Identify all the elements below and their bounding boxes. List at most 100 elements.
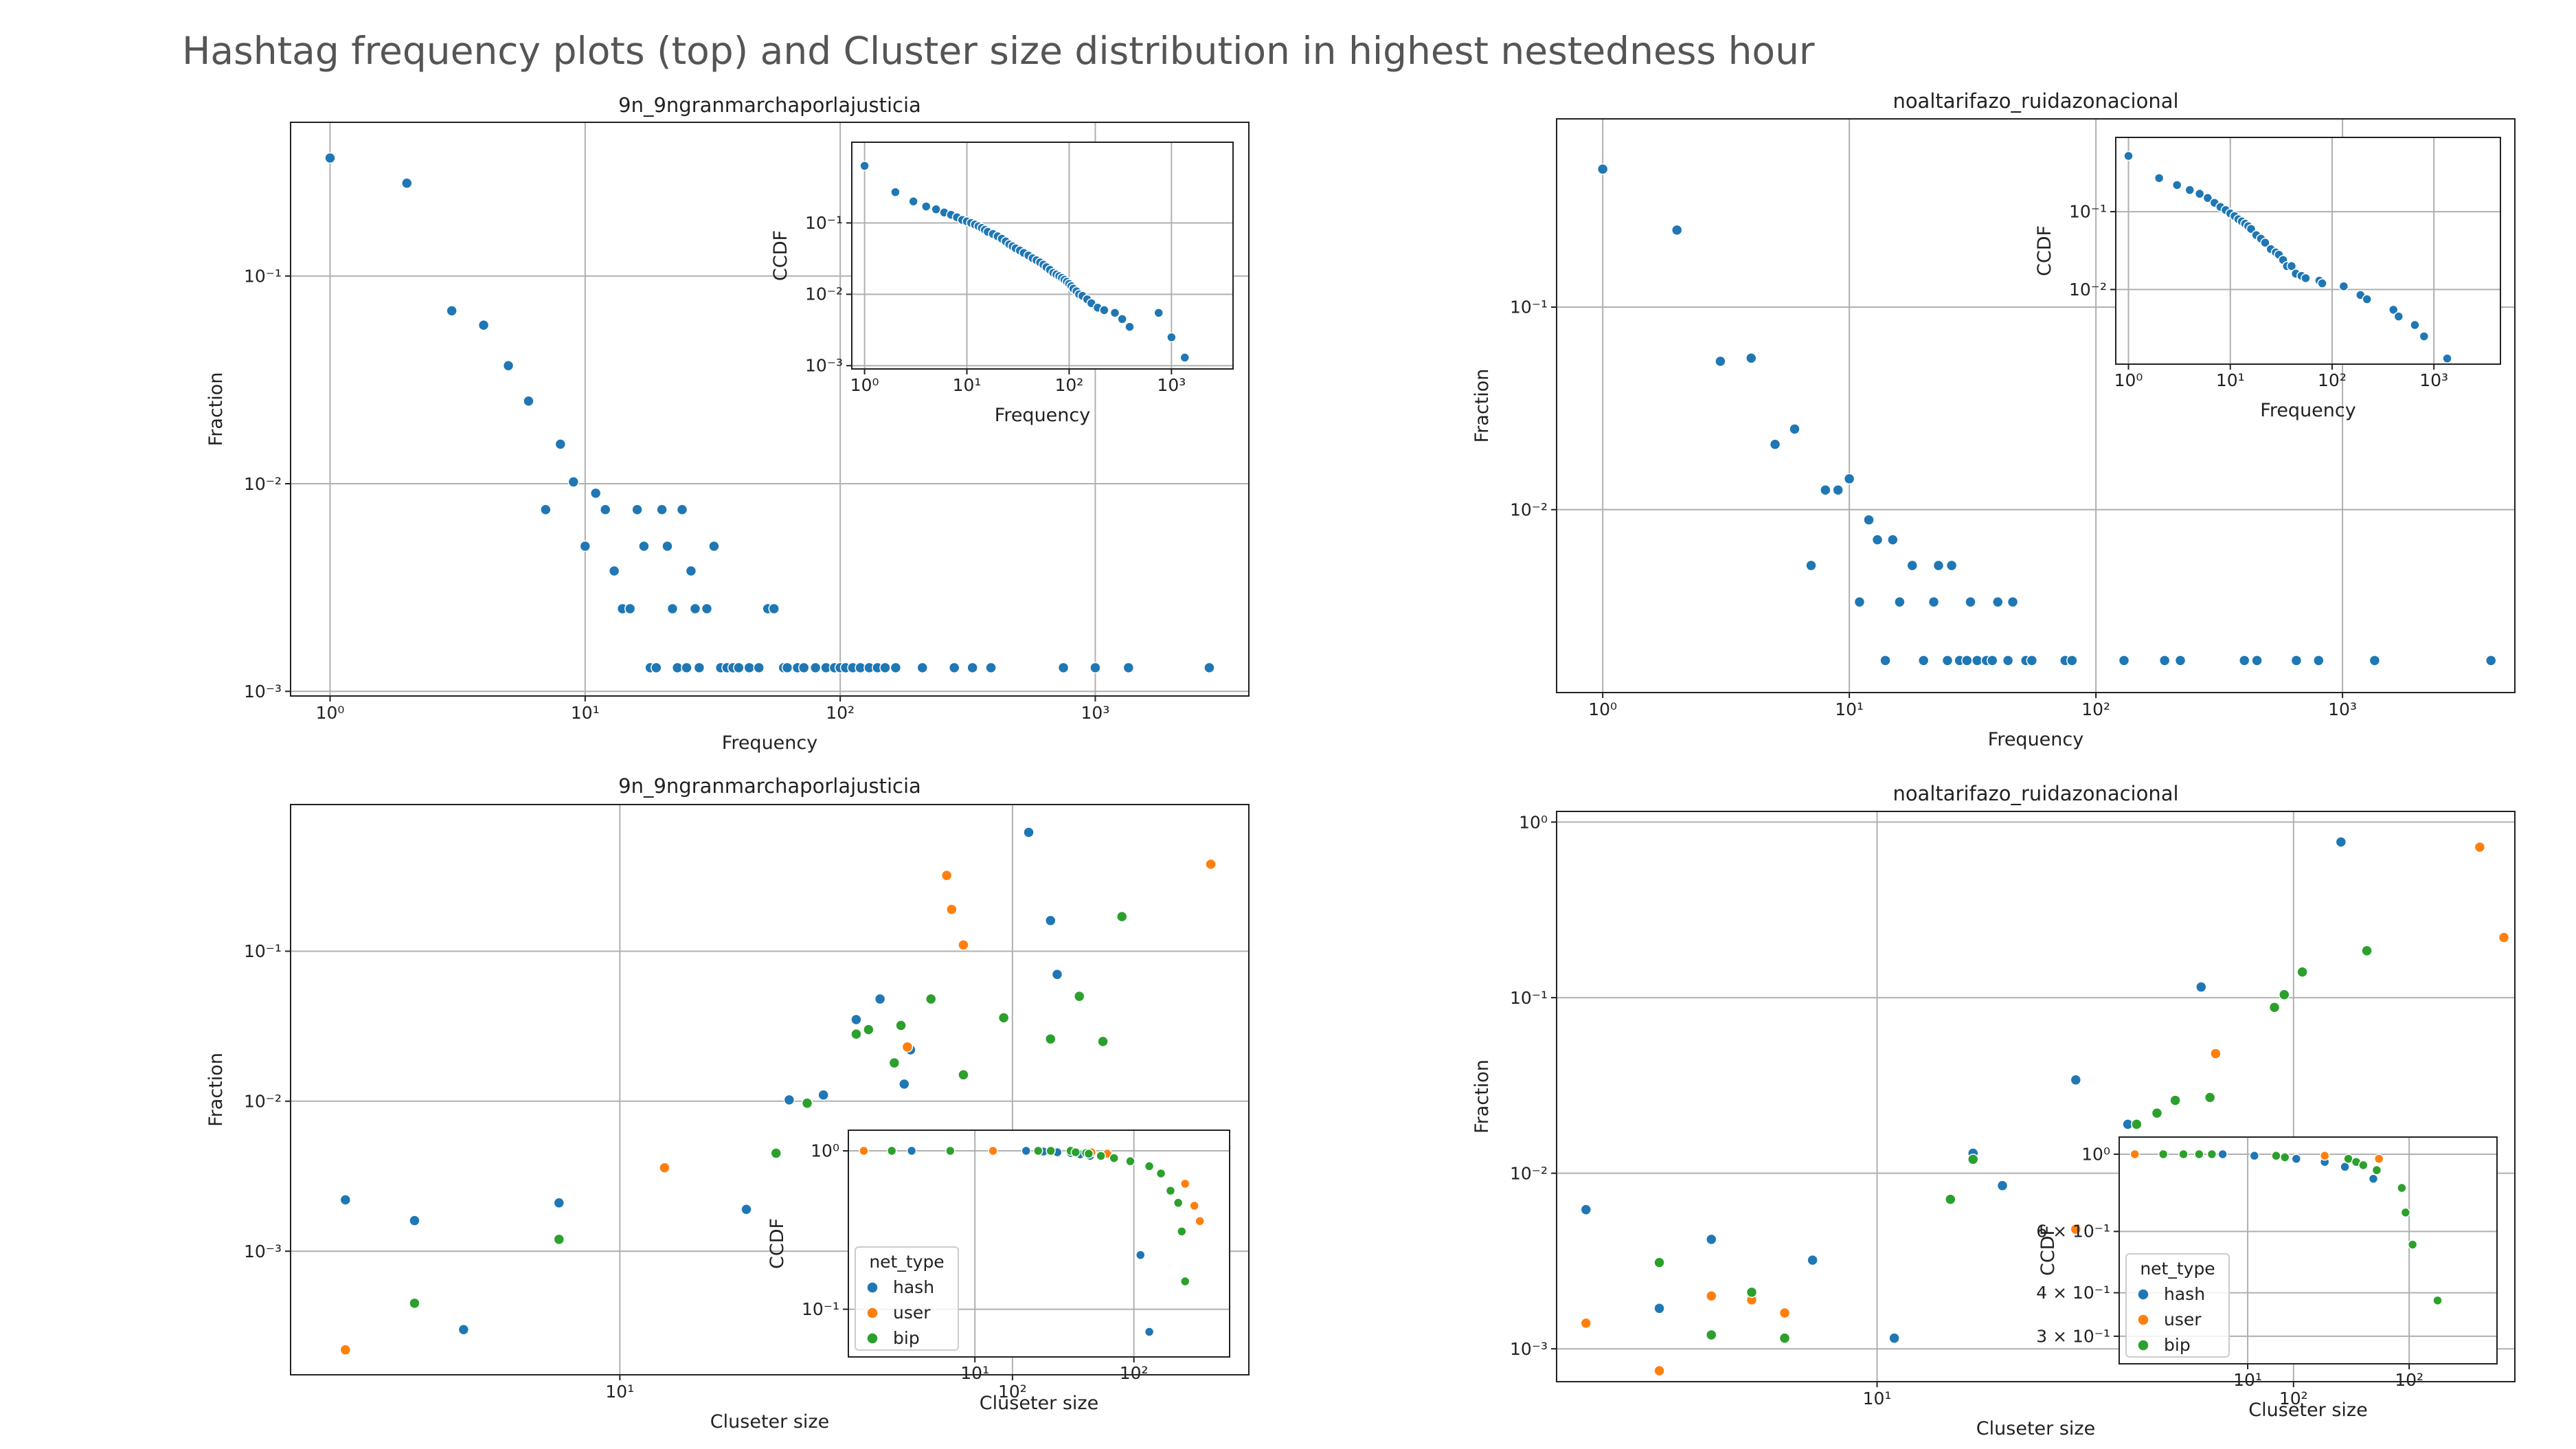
bottom-left-inset-point-bip [1109,1153,1119,1163]
top-right-ytick-label: 10⁻² [1510,500,1548,520]
top-left-point [689,603,701,615]
top-left-ytick-label: 10⁻² [244,474,282,494]
bottom-left-point-hash [457,1324,470,1336]
top-left-inset-point [1179,352,1190,363]
bottom-left-ytick-label: 10⁻¹ [244,941,282,961]
top-right-xtick-label: 10² [2081,699,2110,719]
bottom-left-ylabel: Fraction [205,1053,227,1127]
top-right-inset-point [2419,331,2430,341]
bottom-left-xtick-label: 10¹ [605,1382,634,1402]
bottom-right-inset-point-bip [2432,1295,2443,1306]
top-right-xtick-label: 10¹ [1835,699,1864,719]
bottom-right-inset-point-bip [2206,1149,2217,1160]
bottom-right-ytick-label: 10⁻¹ [1510,988,1548,1008]
top-right-point [1853,596,1866,608]
bottom-right-point-bip [1745,1286,1758,1299]
top-left-inset-point [1125,322,1135,332]
bottom-left-point-user [1205,858,1217,870]
top-right-point [1987,655,1998,666]
top-left-inset-xlabel: Frequency [995,405,1091,426]
top-left-point [743,662,755,674]
top-right-point [1871,534,1884,546]
top-left-point [651,662,662,674]
top-right-point [1971,655,1983,666]
bottom-right-inset-legend-label-user: user [2164,1310,2202,1329]
bottom-left-point-hash [741,1204,752,1215]
top-right-inset-xtick-label: 10¹ [2216,370,2245,390]
bottom-left-inset-point-user [1189,1200,1199,1211]
top-right-inset-point [2362,294,2372,304]
top-right-ylabel: Fraction [1471,369,1493,443]
bottom-left-point-bip [770,1147,782,1159]
bottom-left-inset-point-user [859,1145,869,1156]
bottom-right-inset-legend-title: net_type [2140,1259,2215,1279]
bottom-right-inset-ytick-label: 4 × 10⁻¹ [2036,1283,2110,1303]
top-left-point [685,565,697,577]
bottom-left-point-hash [1045,914,1057,927]
top-left-inset-xtick-label: 10¹ [953,375,982,395]
bottom-left-inset-point-hash [1021,1145,1032,1156]
top-left-point [879,662,891,674]
bottom-left-point-bip [1045,1033,1057,1045]
top-right-point [1832,484,1844,496]
top-right-point [2002,655,2014,666]
top-left-point [502,360,515,372]
bottom-right-inset-point-user [2319,1150,2330,1161]
top-left-xtick-label: 10³ [1081,703,1110,723]
top-left-inset-ytick-label: 10⁻² [805,284,843,304]
bottom-right-inset-legend [2125,1253,2230,1358]
bottom-right-inset-ytick-label: 10⁰ [2081,1144,2110,1164]
top-left-inset-frame [851,142,1234,370]
bottom-right-point-user [2498,932,2510,943]
top-left-point [753,662,765,674]
top-right-inset-point [2442,353,2452,364]
top-right-point [2118,655,2130,666]
bottom-left-inset-points [859,1145,1205,1337]
top-right-point [1961,655,1973,666]
bottom-left-inset-legend-title: net_type [869,1252,944,1272]
top-left-inset-xtick-label: 10³ [1157,375,1186,395]
top-right-inset-point [2301,273,2311,284]
bottom-right-points [1580,836,2510,1377]
top-left-inset-background [852,142,1233,369]
top-left-inset-point [1166,332,1177,343]
bottom-left-point-bip [1116,910,1128,923]
bottom-left-point-hash [409,1215,420,1226]
top-left-inset-point [1117,314,1127,324]
top-right-inset-point [2393,311,2404,322]
top-right-point [1945,559,1958,572]
bottom-right-point-bip [2151,1107,2163,1119]
bottom-left-inset-point-bip [1033,1145,1043,1156]
top-right-xtick-label: 10⁰ [1588,699,1617,719]
top-left-inset-point [859,161,870,171]
bottom-right-xtick-label: 10² [2279,1389,2308,1408]
top-right-title: noaltarifazo_ruidazonacional [1893,89,2178,113]
top-left-point [540,504,552,516]
top-left-point [708,540,720,552]
bottom-right-xlabel: Cluseter size [1976,1418,2095,1439]
bottom-right-point-user [2070,1223,2082,1235]
top-left-ytick-label: 10⁻¹ [244,267,282,287]
bottom-left-inset-ytick-label: 10⁻¹ [802,1299,839,1319]
bottom-right-inset-point-hash [2249,1150,2260,1161]
bottom-right-point-user [1580,1317,1592,1329]
bottom-right-point-bip [1653,1257,1665,1268]
bottom-right-inset-point-bip [2407,1239,2418,1250]
top-left-title: 9n_9ngranmarchaporlajusticia [618,93,921,117]
top-right-inset-points [2123,150,2452,364]
top-left-point [608,565,620,577]
bottom-left-inset-point-bip [1155,1168,1166,1179]
bottom-right-inset-point-hash [2217,1149,2228,1160]
bottom-left-inset-point-bip [1179,1276,1190,1287]
top-right-xlabel: Frequency [1988,729,2084,750]
top-left-ytick-label: 10⁻³ [244,682,282,701]
bottom-left-point-hash [553,1197,565,1209]
bottom-right-point-user [2210,1048,2222,1059]
bottom-left-point-hash [874,993,886,1005]
top-left-xtick-label: 10² [826,703,855,723]
bottom-left-point-bip [863,1024,874,1035]
bottom-right-point-bip [2279,989,2290,1000]
bottom-left-point-bip [1073,990,1085,1002]
top-right-point [1863,514,1875,526]
bottom-left-frame [290,804,1250,1375]
